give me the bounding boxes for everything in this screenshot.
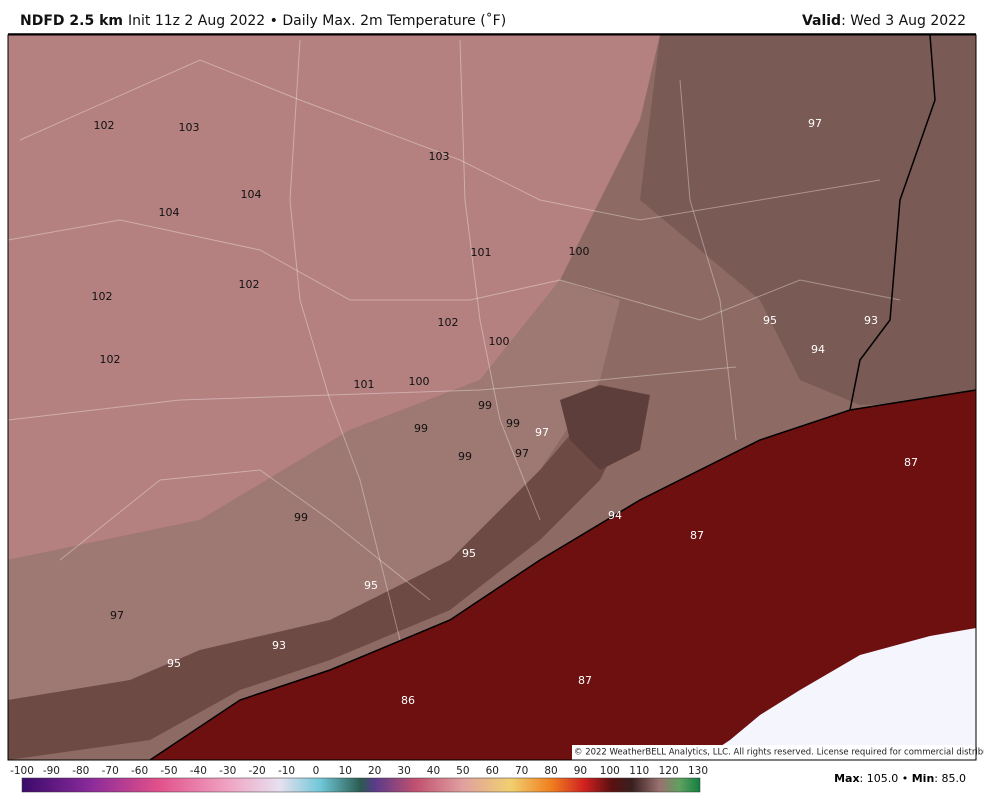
temperature-label: 100 — [569, 245, 590, 258]
colorbar-tick-label: 50 — [456, 765, 469, 777]
temperature-label: 87 — [578, 674, 592, 687]
temperature-label: 104 — [159, 206, 180, 219]
temperature-label: 99 — [458, 450, 472, 463]
colorbar — [21, 777, 701, 793]
bay — [560, 385, 650, 470]
min-label: Min — [912, 772, 935, 785]
county-line — [19, 59, 881, 221]
colorbar-tick-label: 10 — [339, 765, 352, 777]
temperature-label: 102 — [239, 278, 260, 291]
colorbar-tick-label: -70 — [102, 765, 119, 777]
temperature-label: 97 — [110, 609, 124, 622]
temperature-label: 99 — [478, 399, 492, 412]
colorbar-tick-label: 30 — [397, 765, 410, 777]
colorbar-tick-label: 120 — [659, 765, 679, 777]
temperature-label: 100 — [409, 375, 430, 388]
colorbar-tick-label: -80 — [72, 765, 89, 777]
temperature-label: 99 — [414, 422, 428, 435]
colorbar-tick-label: 60 — [486, 765, 499, 777]
colorbar-tick-label: 110 — [629, 765, 649, 777]
temperature-label: 86 — [401, 694, 415, 707]
colorbar-tick-label: 90 — [574, 765, 587, 777]
colorbar-tick-label: -30 — [219, 765, 236, 777]
temperature-label: 103 — [429, 150, 450, 163]
colorbar-tick-label: 0 — [313, 765, 320, 777]
temperature-label: 104 — [241, 188, 262, 201]
temperature-label: 99 — [506, 417, 520, 430]
valid-value: : Wed 3 Aug 2022 — [841, 13, 966, 29]
colorbar-ticks: -100 -90 -80 -70 -60 -50 -40 -30 -20 -10 0 10 20 30 40… — [10, 765, 708, 777]
model: NDFD 2.5 km — [20, 13, 123, 29]
max-label: Max — [834, 772, 859, 785]
valid-time: Valid: Wed 3 Aug 2022 — [802, 13, 966, 29]
gulf — [150, 390, 976, 760]
temperature-label: 97 — [515, 447, 529, 460]
temperature-label: 97 — [535, 426, 549, 439]
county-line — [59, 469, 431, 601]
county-line — [459, 39, 541, 521]
map: © 2022 WeatherBELL Analytics, LLC. All r… — [7, 34, 984, 761]
temperature-label: 93 — [272, 639, 286, 652]
temperature-label: 95 — [167, 657, 181, 670]
temperature-label: 103 — [179, 121, 200, 134]
temperature-label: 101 — [354, 378, 375, 391]
colorbar-tick-label: 100 — [600, 765, 620, 777]
temperature-label: 102 — [438, 316, 459, 329]
valid-label: Valid — [802, 13, 841, 29]
header-title: NDFD 2.5 km Init 11z 2 Aug 2022 • Daily M… — [20, 12, 506, 29]
state-line — [849, 34, 936, 411]
region-hot — [8, 35, 660, 560]
temperature-label: 101 — [471, 246, 492, 259]
county-line — [289, 39, 401, 641]
colorbar-tick-label: -10 — [278, 765, 295, 777]
colorbar-tick-label: -50 — [160, 765, 177, 777]
region-east — [640, 35, 976, 405]
min-value: : 85.0 — [934, 772, 966, 785]
county-line — [679, 79, 737, 441]
description: Init 11z 2 Aug 2022 • Daily Max. 2m Temp… — [128, 12, 506, 29]
county-line — [7, 219, 901, 321]
temperature-label: 94 — [811, 343, 825, 356]
temperature-label: 93 — [864, 314, 878, 327]
temperature-label: 94 — [608, 509, 622, 522]
colorbar-tick-label: 40 — [427, 765, 440, 777]
temperature-label: 87 — [904, 456, 918, 469]
temperature-label: 102 — [100, 353, 121, 366]
colorbar-tick-label: 70 — [515, 765, 528, 777]
temperature-label: 95 — [763, 314, 777, 327]
map-border — [7, 34, 977, 761]
colorbar-tick-label: -20 — [249, 765, 266, 777]
colorbar-tick-label: -100 — [10, 765, 34, 777]
region-mid — [8, 280, 620, 700]
temperature-label: 97 — [808, 117, 822, 130]
copyright-box — [572, 745, 976, 760]
copyright: © 2022 WeatherBELL Analytics, LLC. All r… — [574, 748, 984, 758]
colorbar-tick-label: 20 — [368, 765, 381, 777]
temperature-label: 100 — [489, 335, 510, 348]
colorbar-tick-label: 130 — [688, 765, 708, 777]
temperature-label: 99 — [294, 511, 308, 524]
colorbar-tick-label: -90 — [43, 765, 60, 777]
max-value: : 105.0 • — [860, 772, 912, 785]
colorbar-tick-label: -60 — [131, 765, 148, 777]
temperature-label: 102 — [94, 119, 115, 132]
county-line — [7, 366, 737, 421]
colorbar-tick-label: 80 — [544, 765, 557, 777]
stats: Max: 105.0 • Min: 85.0 — [834, 772, 966, 785]
temperature-label: 95 — [364, 579, 378, 592]
no-data — [700, 628, 976, 760]
coastline — [149, 389, 977, 761]
temperature-label: 95 — [462, 547, 476, 560]
temperature-label: 102 — [92, 290, 113, 303]
temperature-label: 87 — [690, 529, 704, 542]
colorbar-tick-label: -40 — [190, 765, 207, 777]
region-coast — [8, 400, 640, 760]
